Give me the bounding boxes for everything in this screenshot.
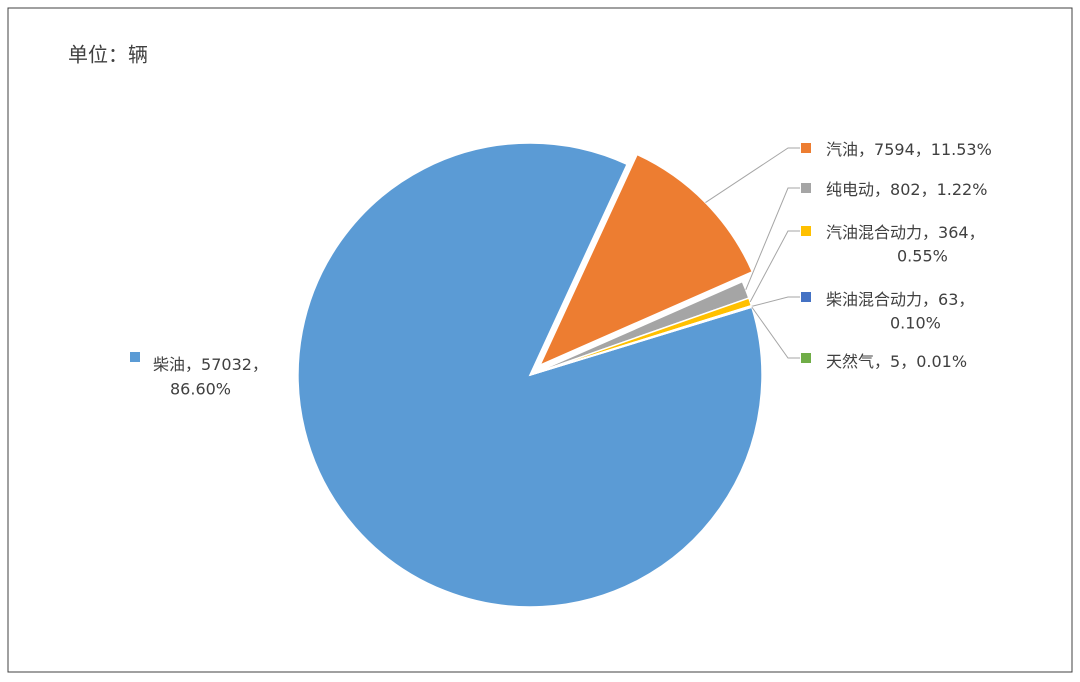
data-label: 汽油混合动力，364，	[826, 223, 985, 242]
leader-line	[705, 147, 800, 203]
label-separator: ，	[874, 180, 890, 199]
label-separator: ，	[921, 180, 937, 199]
label-percent: 1.22%	[937, 180, 988, 199]
label-count: 63	[938, 290, 958, 309]
label-separator: ，	[922, 290, 938, 309]
label-category: 柴油混合动力	[826, 290, 922, 309]
label-category: 天然气	[826, 352, 874, 371]
data-label: 天然气，5，0.01%	[826, 352, 967, 371]
label-category: 纯电动	[826, 180, 874, 199]
label-category: 汽油混合动力	[826, 223, 922, 242]
label-separator: ，	[969, 223, 985, 242]
legend-marker	[801, 353, 811, 363]
label-count: 57032	[201, 355, 252, 374]
data-label-percent: 0.55%	[897, 247, 948, 266]
chart-title: 单位：辆	[68, 43, 148, 67]
data-label-percent: 86.60%	[170, 380, 231, 399]
legend-marker	[801, 292, 811, 302]
leader-line	[745, 187, 800, 290]
label-count: 364	[938, 223, 969, 242]
data-label-percent: 0.10%	[890, 314, 941, 333]
label-separator: ，	[915, 140, 931, 159]
label-separator: ，	[185, 355, 201, 374]
label-separator: ，	[922, 223, 938, 242]
data-label: 柴油混合动力，63，	[826, 290, 974, 309]
data-label: 柴油，57032，	[153, 355, 268, 374]
legend-marker	[801, 226, 811, 236]
leader-line	[751, 296, 800, 307]
label-count: 7594	[874, 140, 915, 159]
label-separator: ，	[900, 352, 916, 371]
legend-marker	[801, 183, 811, 193]
label-percent: 0.01%	[916, 352, 967, 371]
label-separator: ，	[252, 355, 268, 374]
leader-line	[749, 230, 800, 303]
label-separator: ，	[958, 290, 974, 309]
label-percent: 11.53%	[931, 140, 992, 159]
label-category: 柴油	[153, 355, 185, 374]
data-label: 纯电动，802，1.22%	[826, 180, 987, 199]
label-count: 802	[890, 180, 921, 199]
legend-marker	[801, 143, 811, 153]
label-separator: ，	[858, 140, 874, 159]
leader-line	[751, 306, 800, 359]
label-count: 5	[890, 352, 900, 371]
label-category: 汽油	[826, 140, 858, 159]
data-label: 汽油，7594，11.53%	[826, 140, 992, 159]
label-separator: ，	[874, 352, 890, 371]
legend-marker	[130, 352, 140, 362]
